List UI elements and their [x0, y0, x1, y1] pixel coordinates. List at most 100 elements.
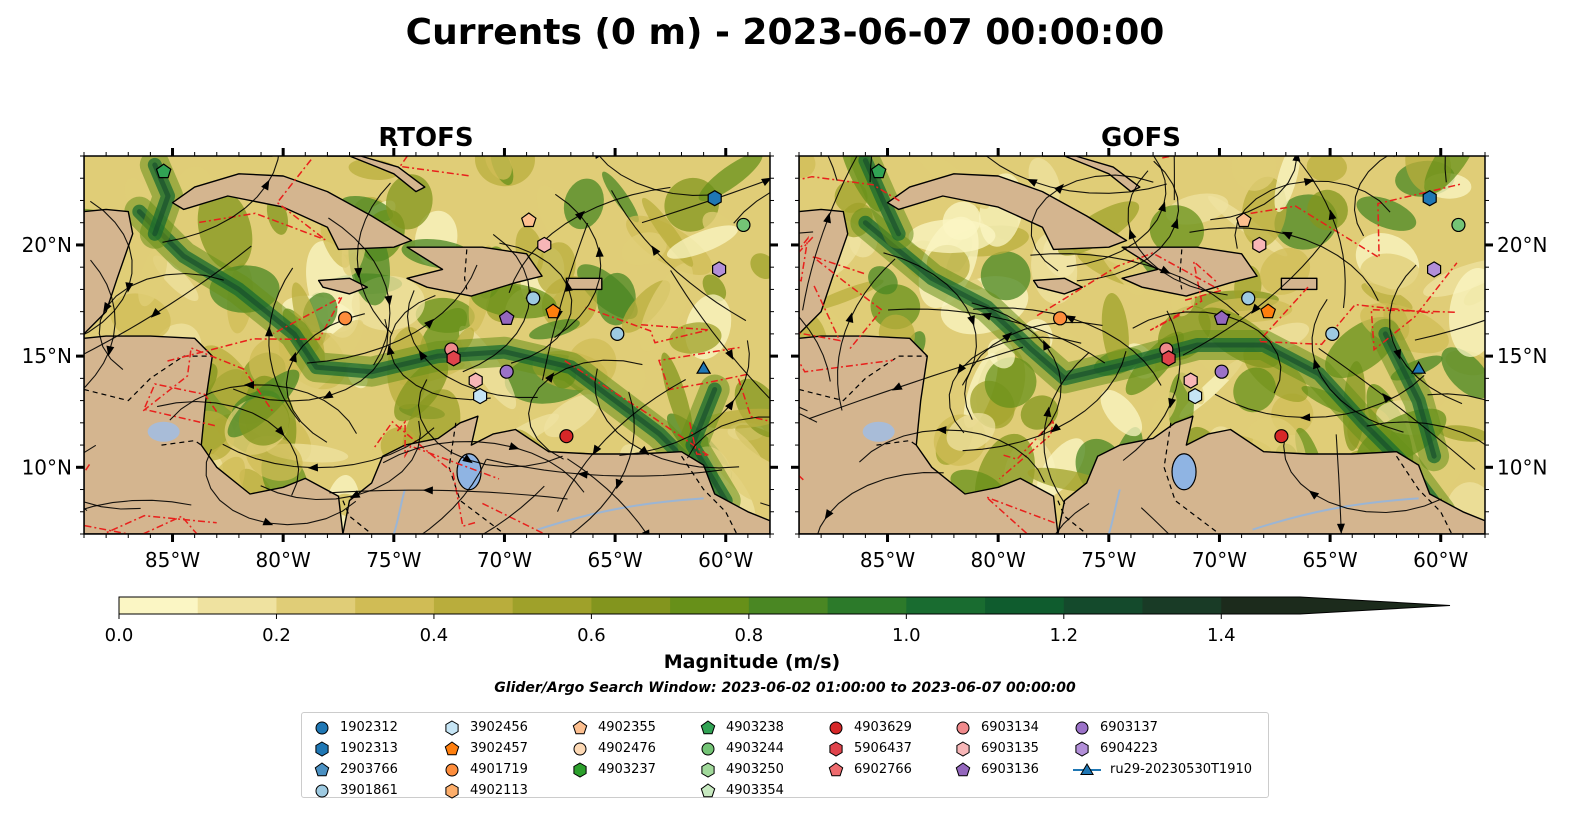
x-tick-label: 70°W	[477, 548, 532, 572]
legend-marker-icon	[700, 782, 716, 797]
y-tick-label: 15°N	[22, 344, 72, 368]
legend-marker-icon	[829, 740, 843, 757]
colorbar-level	[748, 597, 829, 614]
legend-item: 4903238	[698, 717, 784, 738]
marker-3902457	[1260, 303, 1277, 319]
marker-4903244	[736, 217, 751, 233]
marker-3901861	[610, 326, 625, 341]
marker-3902456	[1187, 387, 1203, 405]
colorbar-tick-label: 0.2	[262, 625, 291, 646]
colorbar-level	[1142, 597, 1222, 614]
legend-label: 4903629	[854, 720, 912, 735]
colorbar-tick-label: 0.8	[735, 625, 764, 646]
marker-4903238	[870, 163, 887, 179]
marker-6903137	[1214, 364, 1229, 379]
marker-6903137	[499, 364, 514, 379]
x-tick-label: 75°W	[1081, 548, 1136, 572]
marker-6903135	[468, 372, 483, 389]
land-south-america	[1057, 415, 1485, 534]
legend-item: 4902355	[570, 717, 656, 738]
legend-marker-icon	[1075, 721, 1089, 734]
legend-column-2: 3902456 3902457 4901719 4902113	[442, 717, 528, 801]
colorbar-level	[670, 597, 750, 614]
legend-column-4: 4903238 4903244 4903250 4903354	[698, 717, 784, 801]
legend-marker-icon	[314, 761, 330, 776]
colorbar-extend-arrow	[1300, 597, 1450, 614]
legend-marker-icon	[829, 721, 843, 734]
legend-item: 3902456	[442, 717, 528, 738]
legend-marker-icon	[700, 719, 716, 734]
lake-maracaibo	[1171, 453, 1197, 491]
legend-marker-icon	[315, 784, 329, 797]
legend-item: 1902313	[312, 738, 398, 759]
land-hispaniola	[406, 246, 543, 297]
x-tick-label: 65°W	[1302, 548, 1357, 572]
land-jamaica	[1032, 277, 1084, 295]
marker-6903136	[498, 310, 515, 325]
land-cuba	[886, 173, 1128, 251]
legend-item: 4902476	[570, 738, 656, 759]
colorbar-label: Magnitude (m/s)	[664, 651, 841, 673]
marker-3901861	[1325, 326, 1340, 341]
legend-label: 4903238	[726, 720, 784, 735]
marker-5906437	[446, 350, 461, 367]
colorbar-tick-label: 0.4	[420, 625, 449, 646]
legend-label: 6903134	[981, 720, 1039, 735]
legend-item: 4903244	[698, 738, 784, 759]
legend-marker-icon	[445, 782, 459, 799]
legend-item: 3902457	[442, 738, 528, 759]
marker-ru29-20230530T1910	[696, 360, 712, 374]
legend-column-6: 6903134 6903135 6903136	[953, 717, 1039, 780]
map-panel-rtofs: 85°W 80°W 75°W 70°W 65°W 60°W 10°N 15°N 20°N	[22, 148, 778, 572]
colorbar-level	[1221, 597, 1301, 614]
x-tick-label: 85°W	[860, 548, 915, 572]
legend-label: 4902113	[470, 783, 528, 798]
marker-4902355	[1235, 212, 1252, 228]
x-tick-label: 75°W	[366, 548, 421, 572]
colorbar-tick-label: 1.4	[1207, 625, 1236, 646]
marker-6903136	[1213, 310, 1230, 325]
legend-label: 1902313	[340, 741, 398, 756]
land-puerto-rico	[1280, 277, 1318, 291]
land-florida	[238, 156, 273, 157]
land-hispaniola	[1121, 246, 1258, 297]
colorbar-level	[355, 597, 435, 614]
marker-4903629	[1274, 429, 1289, 444]
legend-marker-icon	[445, 763, 459, 776]
legend-item: 6903136	[953, 759, 1039, 780]
legend-marker-icon	[315, 721, 329, 734]
legend-item: 4903354	[698, 780, 784, 801]
land-cuba	[171, 173, 413, 251]
colorbar-level	[1063, 597, 1144, 614]
legend-item: 6904223	[1072, 738, 1252, 759]
legend-label: 3901861	[340, 783, 398, 798]
marker-4901719	[338, 311, 353, 326]
colorbar-level	[827, 597, 907, 614]
legend-label: 4903354	[726, 783, 784, 798]
x-tick-label: 80°W	[971, 548, 1026, 572]
legend-item: 6902766	[826, 759, 912, 780]
figure-title: Currents (0 m) - 2023-06-07 00:00:00	[406, 12, 1165, 53]
legend-label: 2903766	[340, 762, 398, 777]
legend-marker-icon	[701, 742, 715, 755]
marker-6903135	[1183, 372, 1198, 389]
legend-label: 4903237	[598, 762, 656, 777]
marker-6904223	[1426, 261, 1442, 278]
legend-marker-icon	[956, 740, 970, 757]
marker-6903135	[1252, 236, 1267, 254]
marker-4902355	[520, 212, 537, 228]
marker-3901861	[526, 291, 541, 306]
legend-marker-icon	[572, 719, 588, 734]
y-tick-label: 20°N	[22, 233, 72, 257]
legend-column-1: 1902312 1902313 2903766 3901861	[312, 717, 398, 801]
marker-3902457	[545, 303, 562, 319]
legend-marker-icon	[828, 761, 844, 776]
legend-label: 3902456	[470, 720, 528, 735]
legend-marker-icon	[573, 742, 587, 755]
lake-nicaragua	[147, 421, 180, 442]
legend-label: 1902312	[340, 720, 398, 735]
legend-label: 4902476	[598, 741, 656, 756]
colorbar-level	[276, 597, 356, 614]
legend-item: 4903237	[570, 759, 656, 780]
colorbar-level	[985, 597, 1065, 614]
